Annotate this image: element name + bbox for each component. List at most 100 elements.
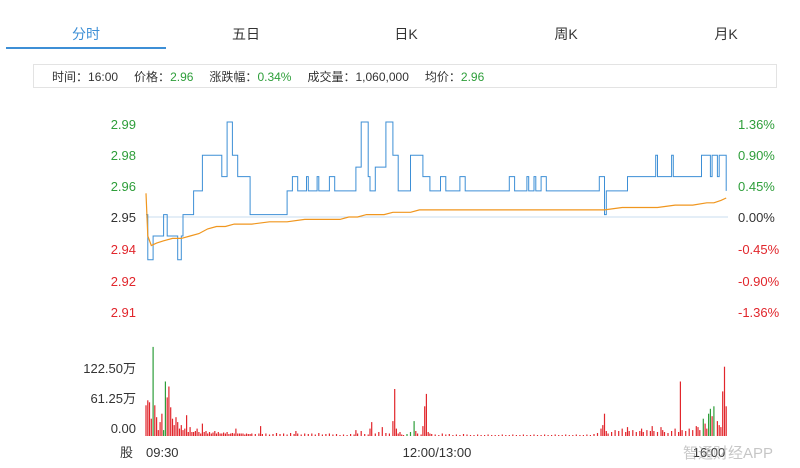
- volume-bar: [355, 430, 357, 436]
- volume-bar: [494, 435, 496, 436]
- volume-bar: [258, 433, 260, 436]
- volume-bar: [477, 434, 479, 436]
- info-price-value: 2.96: [170, 69, 194, 84]
- volume-bar: [212, 432, 214, 436]
- volume-bar: [452, 435, 454, 436]
- info-time: 时间：16:00: [52, 68, 118, 85]
- info-change: 涨跌幅：0.34%: [209, 68, 291, 85]
- tab-monthly-k[interactable]: 月K: [714, 26, 738, 42]
- volume-bar: [417, 433, 419, 436]
- volume-bar: [667, 433, 669, 436]
- volume-bar: [217, 432, 219, 436]
- volume-bar: [399, 432, 401, 436]
- info-change-value: 0.34%: [257, 69, 292, 84]
- volume-bar: [201, 423, 203, 436]
- volume-bar: [722, 391, 724, 436]
- tab-weekly-k[interactable]: 周K: [554, 26, 578, 42]
- tab-five-day[interactable]: 五日: [232, 26, 260, 42]
- volume-bar: [484, 435, 486, 436]
- volume-bar: [178, 428, 181, 436]
- y-tick-price: 2.98: [111, 148, 136, 163]
- volume-bar: [603, 413, 606, 436]
- volume-bar: [251, 433, 253, 436]
- volume-bar: [519, 435, 521, 436]
- y-tick-percent: 1.36%: [738, 117, 775, 132]
- volume-bar: [364, 434, 366, 436]
- volume-bar: [718, 425, 720, 436]
- volume-bar: [536, 435, 539, 436]
- volume-bar: [168, 386, 170, 436]
- volume-bar: [238, 433, 241, 436]
- volume-bar: [671, 431, 673, 436]
- volume-bar: [441, 433, 443, 436]
- volume-bar: [427, 432, 429, 436]
- volume-bar: [223, 432, 225, 436]
- volume-bar: [575, 434, 577, 436]
- volume-bar: [632, 430, 634, 436]
- volume-bar: [279, 434, 281, 436]
- volume-bar: [635, 432, 637, 436]
- volume-bar: [163, 430, 165, 436]
- volume-bar: [215, 433, 218, 436]
- volume-bar: [512, 434, 514, 436]
- volume-bar: [586, 434, 588, 436]
- tab-intraday[interactable]: 分时: [72, 26, 100, 42]
- volume-bar: [180, 425, 182, 436]
- volume-bar: [265, 433, 267, 436]
- volume-bar: [300, 434, 302, 436]
- volume-bar: [695, 426, 697, 436]
- volume-bar: [491, 435, 493, 436]
- volume-bar: [207, 433, 209, 436]
- volume-bar: [422, 426, 424, 436]
- volume-bar: [685, 431, 687, 436]
- volume-bar: [240, 433, 242, 436]
- volume-bar: [275, 433, 278, 436]
- volume-bar: [558, 435, 560, 436]
- volume-bar: [161, 413, 163, 436]
- x-tick-time: 12:00/13:00: [403, 445, 472, 460]
- volume-bar: [649, 431, 651, 436]
- volume-bar: [445, 434, 447, 436]
- volume-bar: [501, 434, 503, 436]
- period-tabs: 分时 五日 日K 周K 月K: [0, 0, 800, 50]
- volume-bar: [462, 434, 465, 436]
- info-average-label: 均价：: [424, 69, 461, 84]
- volume-bar: [307, 434, 309, 436]
- info-volume-label: 成交量：: [307, 69, 356, 84]
- volume-bar: [656, 432, 659, 436]
- volume-bar: [704, 423, 706, 436]
- volume-bar: [697, 427, 699, 436]
- volume-bar: [378, 432, 380, 436]
- volume-bar: [342, 434, 345, 436]
- volume-bar: [244, 434, 246, 436]
- volume-bar: [529, 435, 532, 436]
- volume-bar: [547, 435, 549, 436]
- volume-bar: [413, 421, 415, 436]
- volume-bar: [681, 430, 683, 436]
- volume-bar: [678, 432, 680, 436]
- volume-bar: [318, 433, 320, 436]
- volume-bar: [425, 393, 427, 436]
- volume-bar: [406, 434, 408, 436]
- volume-bar: [339, 435, 341, 436]
- volume-bar: [332, 434, 334, 436]
- volume-bar: [674, 428, 676, 436]
- tab-daily-k[interactable]: 日K: [394, 26, 418, 42]
- volume-bar: [369, 428, 371, 436]
- y-tick-price: 2.92: [111, 274, 136, 289]
- volume-bar: [614, 430, 616, 436]
- volume-bar: [642, 432, 644, 436]
- volume-bar: [618, 431, 620, 436]
- info-volume: 成交量：1,060,000: [307, 68, 408, 85]
- volume-bar: [261, 434, 263, 436]
- info-price: 价格：2.96: [134, 68, 193, 85]
- volume-bar: [602, 425, 604, 436]
- volume-bar: [388, 433, 390, 436]
- volume-bar: [455, 434, 457, 436]
- info-time-value: 16:00: [88, 69, 119, 84]
- volume-bar: [360, 431, 362, 436]
- volume-bar: [679, 381, 681, 436]
- volume-bar: [171, 418, 174, 436]
- volume-bar: [247, 434, 249, 436]
